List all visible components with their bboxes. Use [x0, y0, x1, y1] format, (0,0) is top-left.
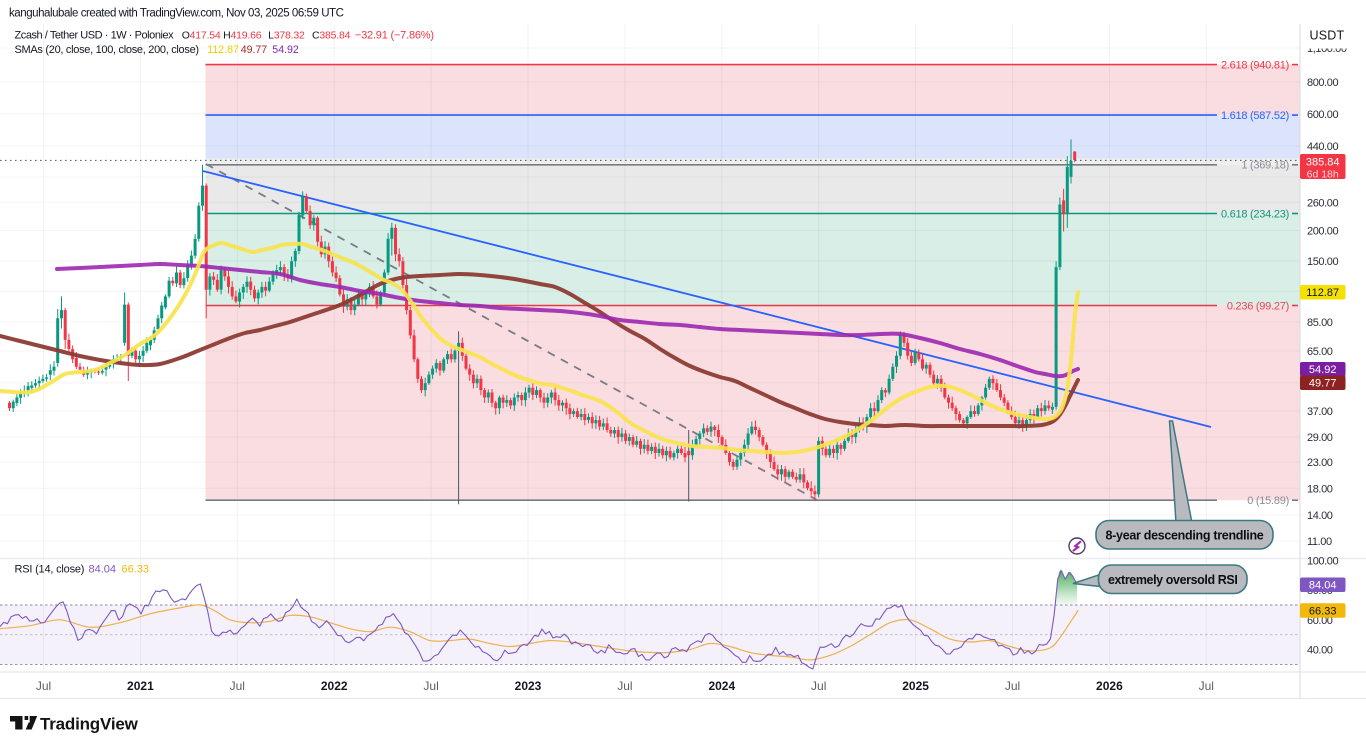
svg-text:8-year descending trendline: 8-year descending trendline [1106, 528, 1264, 542]
svg-text:29.00: 29.00 [1307, 432, 1333, 444]
svg-text:18.00: 18.00 [1307, 483, 1333, 495]
svg-text:23.00: 23.00 [1307, 457, 1333, 469]
svg-text:14.00: 14.00 [1307, 510, 1333, 522]
svg-text:37.00: 37.00 [1307, 406, 1333, 418]
svg-text:85.00: 85.00 [1307, 317, 1333, 329]
svg-text:800.00: 800.00 [1307, 77, 1339, 89]
svg-text:600.00: 600.00 [1307, 109, 1339, 121]
svg-text:49.77: 49.77 [1309, 378, 1337, 390]
svg-text:49.77: 49.77 [241, 44, 268, 56]
svg-text:150.00: 150.00 [1307, 256, 1339, 268]
svg-text:6d 18h: 6d 18h [1307, 169, 1339, 181]
svg-text:112.87: 112.87 [1306, 287, 1339, 299]
svg-text:−32.91 (−7.86%): −32.91 (−7.86%) [355, 30, 434, 42]
svg-text:11.00: 11.00 [1307, 536, 1332, 548]
svg-text:2023: 2023 [515, 679, 542, 693]
svg-text:54.92: 54.92 [272, 44, 299, 56]
svg-text:L378.32: L378.32 [268, 30, 305, 42]
svg-text:kanguhalubale created with Tra: kanguhalubale created with TradingView.c… [9, 8, 344, 20]
svg-text:O417.54: O417.54 [182, 30, 221, 42]
svg-text:2025: 2025 [902, 679, 929, 693]
svg-text:40.00: 40.00 [1307, 645, 1333, 657]
svg-text:2.618 (940.81): 2.618 (940.81) [1221, 59, 1289, 71]
svg-text:RSI (14, close): RSI (14, close) [15, 564, 85, 576]
svg-text:H419.66: H419.66 [223, 30, 262, 42]
svg-text:Jul: Jul [230, 679, 245, 693]
svg-text:112.87: 112.87 [207, 44, 239, 56]
svg-text:Jul: Jul [1005, 679, 1020, 693]
svg-text:54.92: 54.92 [1309, 364, 1337, 376]
svg-text:100.00: 100.00 [1307, 555, 1339, 567]
svg-text:SMAs (20, close, 100, close, 2: SMAs (20, close, 100, close, 200, close) [15, 44, 199, 56]
svg-text:2022: 2022 [321, 679, 348, 693]
svg-text:USDT: USDT [1310, 29, 1345, 43]
svg-text:Jul: Jul [617, 679, 632, 693]
svg-text:385.84: 385.84 [1306, 157, 1340, 169]
svg-text:200.00: 200.00 [1307, 225, 1339, 237]
svg-text:2024: 2024 [708, 679, 735, 693]
svg-text:extremely oversold RSI: extremely oversold RSI [1108, 573, 1237, 587]
svg-text:2021: 2021 [127, 679, 154, 693]
svg-text:2026: 2026 [1096, 679, 1123, 693]
svg-text:84.04: 84.04 [89, 564, 117, 576]
svg-text:440.00: 440.00 [1307, 141, 1339, 153]
svg-text:260.00: 260.00 [1307, 197, 1339, 209]
svg-text:Zcash / Tether USD · 1W · Polo: Zcash / Tether USD · 1W · Poloniex [15, 30, 175, 42]
svg-text:84.04: 84.04 [1309, 580, 1337, 592]
svg-text:66.33: 66.33 [1309, 605, 1337, 617]
svg-text:TradingView: TradingView [40, 715, 139, 734]
svg-text:1.618 (587.52): 1.618 (587.52) [1221, 110, 1289, 122]
svg-text:0 (15.89): 0 (15.89) [1247, 495, 1289, 507]
svg-text:Jul: Jul [811, 679, 826, 693]
svg-text:65.00: 65.00 [1307, 346, 1333, 358]
svg-text:Jul: Jul [1199, 679, 1214, 693]
svg-text:66.33: 66.33 [122, 564, 150, 576]
svg-text:C385.84: C385.84 [312, 30, 351, 42]
svg-text:0.618 (234.23): 0.618 (234.23) [1221, 208, 1289, 220]
svg-text:0.236 (99.27): 0.236 (99.27) [1227, 300, 1289, 312]
svg-text:Jul: Jul [423, 679, 438, 693]
svg-text:Jul: Jul [36, 679, 51, 693]
svg-text:1 (369.18): 1 (369.18) [1241, 160, 1289, 172]
